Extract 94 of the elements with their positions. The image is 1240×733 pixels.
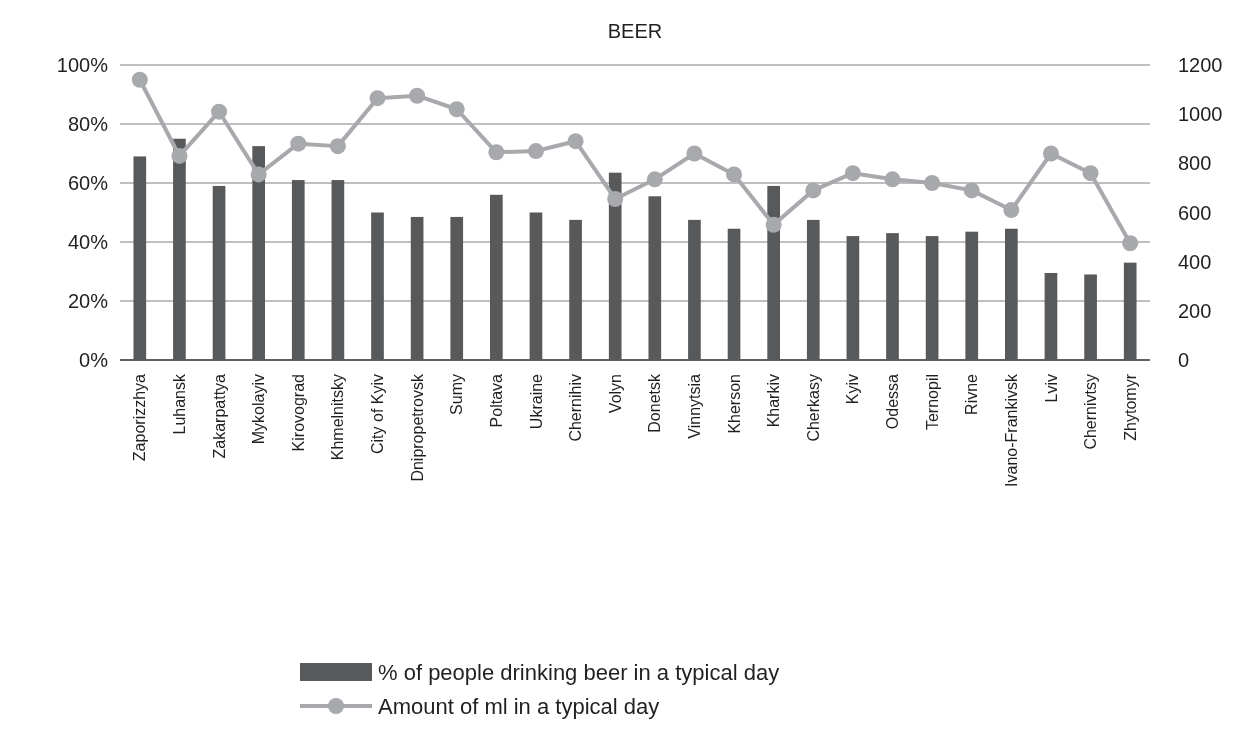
x-tick-label: Ukraine <box>527 373 545 430</box>
x-tick-label: Poltava <box>487 373 505 428</box>
y-tick-label: 100% <box>56 54 109 76</box>
x-tick-label: Rivne <box>963 373 981 415</box>
x-tick-label: Cherkasy <box>804 374 822 442</box>
y-tick-label: 20% <box>67 290 109 312</box>
x-tick-label: Zhytomyr <box>1121 373 1139 441</box>
x-tick-label: Vinnytsia <box>686 373 704 439</box>
bar <box>925 236 939 360</box>
bar <box>688 219 701 360</box>
bar <box>173 138 186 360</box>
y2-tick-label: 1000 <box>1178 103 1223 126</box>
bar <box>252 146 265 360</box>
point <box>1122 235 1139 252</box>
x-tick-label: Ternopil <box>923 374 941 431</box>
point <box>567 133 584 150</box>
x-tick-label: Donetsk <box>646 373 664 433</box>
point <box>884 171 901 188</box>
point <box>805 182 822 199</box>
x-tick-label: Sumy <box>448 374 466 415</box>
y2-tick-label: 200 <box>1178 299 1212 322</box>
y2-tick-label: 400 <box>1178 250 1212 273</box>
y-tick-label: 0% <box>79 349 109 371</box>
point <box>1042 145 1059 162</box>
x-tick-label: Kirovograd <box>289 374 307 452</box>
point <box>963 182 980 199</box>
bar <box>331 180 345 360</box>
bar <box>1084 274 1097 360</box>
x-tick-label: Zakarpattya <box>210 373 228 459</box>
point <box>924 175 941 191</box>
legend-label: Amount of ml in a typical day <box>378 693 660 719</box>
bar <box>410 216 424 360</box>
x-tick-label: Zaporizzhya <box>131 373 149 462</box>
x-tick-label: Chernihiv <box>567 374 585 442</box>
point <box>726 166 743 183</box>
point <box>646 171 663 188</box>
bar <box>212 185 226 360</box>
point <box>448 101 465 118</box>
bar <box>569 219 582 360</box>
bar <box>767 185 780 360</box>
x-tick-label: City of Kyiv <box>369 374 387 455</box>
point <box>290 135 307 152</box>
point <box>844 165 861 182</box>
point <box>527 143 544 160</box>
y-tick-label: 40% <box>67 231 109 253</box>
point <box>369 90 386 107</box>
bar <box>291 180 305 360</box>
x-tick-label: Kyiv <box>844 374 862 405</box>
point <box>250 166 267 183</box>
point <box>1082 165 1099 182</box>
x-tick-label: Kharkiv <box>765 374 783 428</box>
bar <box>529 212 543 360</box>
y-tick-label: 80% <box>67 113 109 135</box>
x-tick-label: Odessa <box>884 373 902 430</box>
x-tick-label: Mykolayiv <box>250 374 268 445</box>
x-tick-label: Kherson <box>725 374 743 434</box>
bar <box>846 236 860 360</box>
y2-tick-label: 0 <box>1178 349 1190 371</box>
point <box>171 147 188 164</box>
x-tick-label: Khmelnitsky <box>329 374 347 461</box>
bar <box>133 156 147 360</box>
point <box>686 145 703 162</box>
point <box>211 103 228 120</box>
x-tick-label: Lviv <box>1042 374 1060 403</box>
bar <box>806 219 820 360</box>
bar <box>371 212 384 360</box>
legend-label: % of people drinking beer in a typical day <box>378 659 780 685</box>
y2-tick-label: 600 <box>1178 201 1212 224</box>
y2-tick-label: 800 <box>1178 152 1212 175</box>
bar <box>1044 272 1058 360</box>
bar <box>450 216 464 360</box>
point <box>488 144 505 161</box>
bar <box>727 228 741 360</box>
x-tick-label: Ivano-Frankivsk <box>1002 373 1020 487</box>
bar <box>490 194 503 360</box>
bar <box>886 233 899 360</box>
chart-title: BEER <box>607 20 663 42</box>
x-tick-label: Chernivtsy <box>1082 374 1100 450</box>
bar <box>1123 262 1137 360</box>
x-tick-label: Volyn <box>606 374 624 414</box>
y-tick-label: 60% <box>67 172 109 194</box>
point <box>131 71 148 88</box>
point <box>409 87 426 104</box>
y2-tick-label: 1200 <box>1178 54 1223 76</box>
bar <box>648 196 662 360</box>
x-tick-label: Luhansk <box>171 373 189 435</box>
x-tick-label: Dnipropetrovsk <box>408 373 426 482</box>
bar <box>1005 228 1018 360</box>
bar <box>965 231 979 360</box>
point <box>607 190 624 207</box>
bar <box>608 172 622 360</box>
point <box>1003 202 1020 219</box>
point <box>329 138 346 155</box>
point <box>765 216 782 233</box>
